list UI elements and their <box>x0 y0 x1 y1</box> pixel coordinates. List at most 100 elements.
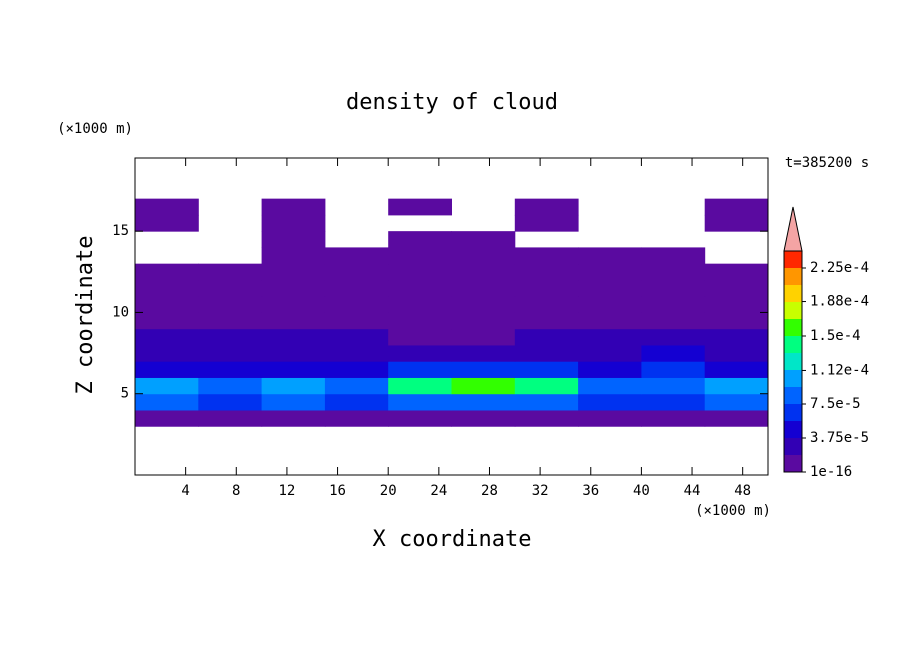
contour-cell <box>388 296 452 313</box>
colorbar-band <box>784 387 802 404</box>
contour-cell <box>261 231 326 248</box>
contour-cell <box>704 214 769 232</box>
colorbar-band <box>784 268 802 285</box>
contour-cell <box>451 247 516 265</box>
colorbar-band <box>784 438 802 455</box>
x-tick-label: 36 <box>582 483 599 499</box>
contour-cell <box>324 393 389 411</box>
colorbar-extend <box>783 206 803 252</box>
chart-title: density of cloud <box>346 90 558 115</box>
contour-cell <box>198 361 263 378</box>
contour-cell <box>451 279 516 297</box>
contour-cell <box>514 263 579 281</box>
contour-cell <box>261 361 326 378</box>
contour-cell <box>451 328 516 346</box>
colorbar-band <box>784 353 802 370</box>
contour-cell <box>324 377 389 395</box>
contour-cell <box>261 279 326 297</box>
contour-cell <box>578 247 642 265</box>
contour-cell <box>641 312 706 330</box>
contour-cell <box>578 296 642 313</box>
x-tick-label: 8 <box>232 483 240 499</box>
contour-cell <box>388 409 452 427</box>
contour-cell <box>261 377 326 395</box>
x-tick-label: 4 <box>181 483 189 499</box>
colorbar-band <box>784 404 802 421</box>
colorbar-band <box>784 455 802 472</box>
contour-cell <box>388 328 452 346</box>
contour-cell <box>704 344 769 362</box>
contour-cell <box>578 361 642 378</box>
x-tick-label: 48 <box>734 483 751 499</box>
contour-cell <box>641 344 706 362</box>
contour-cell <box>451 344 516 362</box>
contour-cell <box>704 279 769 297</box>
contour-cell <box>514 361 579 378</box>
colorbar-band <box>784 251 802 268</box>
contour-cell <box>514 409 579 427</box>
contour-cell <box>641 279 706 297</box>
colorbar-tick-label: 1.88e-4 <box>810 294 869 310</box>
contour-cell <box>198 263 263 281</box>
contour-cell <box>261 393 326 411</box>
contour-cell <box>451 409 516 427</box>
contour-cell <box>324 328 389 346</box>
contour-cell <box>704 263 769 281</box>
contour-cell <box>514 247 579 265</box>
x-tick-label: 12 <box>278 483 295 499</box>
contour-cell <box>704 328 769 346</box>
contour-cell <box>641 377 706 395</box>
contour-cell <box>514 377 579 395</box>
contour-cell <box>388 263 452 281</box>
colorbar-frame <box>783 250 803 473</box>
colorbar-band <box>784 421 802 438</box>
colorbar-band <box>784 319 802 336</box>
contour-cell <box>388 312 452 330</box>
contour-cell <box>704 361 769 378</box>
contour-cell <box>198 344 263 362</box>
x-tick-label: 16 <box>329 483 346 499</box>
contour-cell <box>388 279 452 297</box>
contour-cell <box>578 279 642 297</box>
contour-cell <box>388 344 452 362</box>
contour-cell <box>324 247 389 265</box>
contour-cell <box>388 377 452 395</box>
contour-cell <box>578 409 642 427</box>
colorbar-band <box>784 336 802 353</box>
contour-cell <box>261 214 326 232</box>
contour-cell <box>135 409 199 427</box>
x-tick-label: 24 <box>430 483 447 499</box>
contour-cell <box>261 247 326 265</box>
contour-cell <box>514 328 579 346</box>
contour-cell <box>514 279 579 297</box>
colorbar-tick-label: 2.25e-4 <box>810 260 869 276</box>
contour-cell <box>578 312 642 330</box>
contour-cell <box>641 328 706 346</box>
contour-cell <box>514 344 579 362</box>
contour-cell <box>641 296 706 313</box>
contour-cell <box>198 409 263 427</box>
contour-cell <box>704 409 769 427</box>
contour-cell <box>641 263 706 281</box>
contour-cell <box>324 296 389 313</box>
contour-cell <box>135 263 199 281</box>
contour-cell <box>704 377 769 395</box>
contour-cell <box>578 344 642 362</box>
x-tick-label: 44 <box>684 483 701 499</box>
contour-cell <box>135 344 199 362</box>
colorbar-tick-label: 1.12e-4 <box>810 362 869 378</box>
contour-cell <box>324 263 389 281</box>
colorbar-tick-label: 1.5e-4 <box>810 328 861 344</box>
contour-cell <box>135 279 199 297</box>
contour-cell <box>261 409 326 427</box>
colorbar-band <box>784 302 802 319</box>
x-unit: (×1000 m) <box>695 503 771 519</box>
contour-cell <box>324 361 389 378</box>
contour-cell <box>135 361 199 378</box>
contour-cell <box>578 328 642 346</box>
colorbar-tick-label: 1e-16 <box>810 464 852 480</box>
contour-cell <box>514 198 579 216</box>
contour-cell <box>514 393 579 411</box>
contour-cell <box>388 361 452 378</box>
